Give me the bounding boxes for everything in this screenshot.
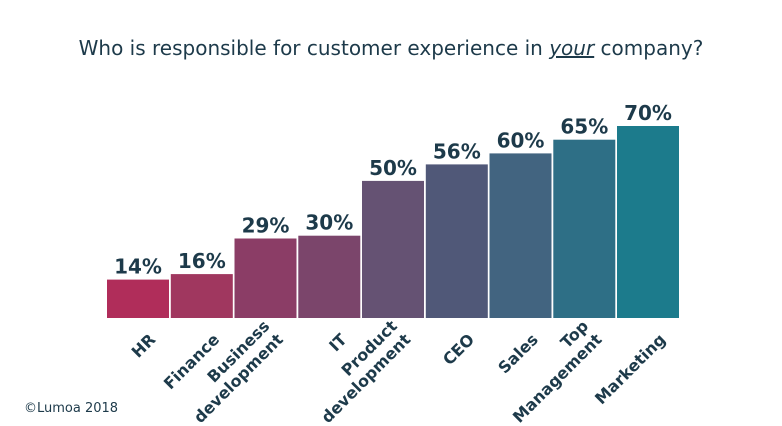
value-label: 50% bbox=[369, 156, 417, 180]
value-label: 30% bbox=[305, 211, 353, 235]
value-label: 65% bbox=[560, 115, 608, 139]
value-label: 56% bbox=[433, 139, 481, 163]
value-label: 14% bbox=[114, 255, 162, 279]
chart-title: Who is responsible for customer experien… bbox=[79, 36, 704, 60]
bar-top-management bbox=[553, 139, 616, 318]
bar-ceo bbox=[425, 164, 488, 318]
bar-business-development bbox=[234, 238, 297, 318]
value-label: 70% bbox=[624, 101, 672, 125]
bar-product-development bbox=[362, 180, 424, 318]
bar-hr bbox=[107, 279, 169, 318]
bar-sales bbox=[489, 153, 552, 318]
bar-marketing bbox=[617, 126, 679, 318]
category-label: IT bbox=[325, 330, 350, 355]
category-label-line: HR bbox=[128, 330, 160, 362]
bar-finance bbox=[170, 274, 233, 318]
category-label: HR bbox=[128, 330, 160, 362]
chart-title-end: company? bbox=[594, 36, 703, 60]
value-labels-group: 14% 16% 29% 30% 50% 56% 60% 65% 70% bbox=[114, 101, 672, 279]
copyright-footer: ©Lumoa 2018 bbox=[24, 401, 118, 416]
category-label: CEO bbox=[439, 330, 478, 369]
value-label: 16% bbox=[178, 249, 226, 273]
category-label-line: Sales bbox=[494, 330, 542, 378]
chart-title-start: Who is responsible for customer experien… bbox=[79, 36, 550, 60]
category-label-line: IT bbox=[325, 330, 350, 355]
bars-group bbox=[107, 126, 679, 318]
category-label-line: CEO bbox=[439, 330, 478, 369]
category-label: Sales bbox=[494, 330, 542, 378]
bar-it bbox=[298, 235, 361, 318]
chart-title-emphasis: your bbox=[548, 36, 596, 60]
value-label: 60% bbox=[497, 128, 545, 152]
value-label: 29% bbox=[242, 214, 290, 238]
category-label: Productdevelopment bbox=[304, 316, 415, 426]
